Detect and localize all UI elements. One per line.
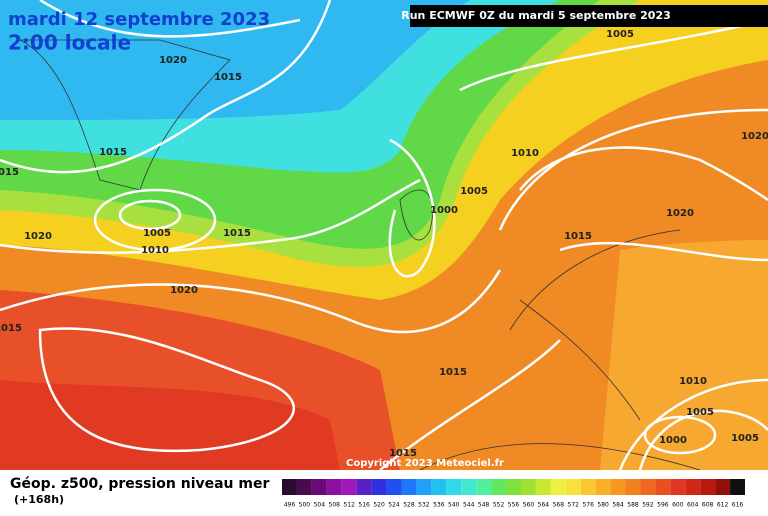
scale-label: 616: [732, 502, 744, 509]
isobar-label: 1020: [741, 131, 768, 142]
isobar-label: 1015: [223, 228, 251, 239]
scale-swatch: [296, 479, 312, 495]
isobar-label: 1005: [460, 186, 488, 197]
scale-label: 548: [478, 502, 490, 509]
scale-label: 512: [343, 502, 355, 509]
isobar-label: 1005: [731, 433, 759, 444]
scale-label: 576: [582, 502, 594, 509]
map-background: [0, 0, 768, 471]
scale-swatch: [282, 479, 297, 495]
scale-swatch: [700, 479, 716, 495]
scale-label: 588: [627, 502, 639, 509]
scale-label: 524: [388, 502, 400, 509]
scale-swatch: [356, 479, 372, 495]
scale-label: 508: [329, 502, 341, 509]
isobar-label: 1015: [99, 147, 127, 158]
scale-label: 504: [314, 502, 326, 509]
scale-swatch: [416, 479, 432, 495]
scale-swatch: [311, 479, 327, 495]
scale-swatch: [730, 479, 745, 495]
scale-label: 568: [553, 502, 565, 509]
isobars: [0, 0, 768, 471]
scale-swatch: [715, 479, 731, 495]
scale-label: 592: [642, 502, 654, 509]
scale-label: 536: [433, 502, 445, 509]
scale-label: 572: [568, 502, 580, 509]
isobar-label: 1020: [170, 285, 198, 296]
scale-label: 608: [702, 502, 714, 509]
scale-label: 528: [403, 502, 415, 509]
map-date: mardi 12 septembre 2023: [8, 9, 270, 30]
copyright: Copyright 2023 Meteociel.fr: [346, 458, 504, 469]
scale-swatch: [550, 479, 566, 495]
scale-label: 612: [717, 502, 729, 509]
scale-label: 584: [612, 502, 624, 509]
isobar-label: 1000: [430, 205, 458, 216]
scale-label: 544: [463, 502, 475, 509]
scale-swatch: [506, 479, 521, 495]
scale-swatch: [640, 479, 656, 495]
color-scale: 496 500 504 508 512 516 520 524 528 532 536 540 544 5…: [282, 479, 745, 509]
isobar-label: 1015: [214, 72, 242, 83]
scale-swatch: [565, 479, 581, 495]
scale-label: 600: [672, 502, 684, 509]
isobar-label: 1010: [141, 245, 169, 256]
scale-label: 540: [448, 502, 460, 509]
isobar-label: 1015: [0, 323, 22, 334]
scale-label: 564: [538, 502, 550, 509]
isobar-label: 1015: [0, 167, 19, 178]
isobar-label: 1000: [659, 435, 687, 446]
map-time: 2:00 locale: [8, 31, 131, 55]
scale-swatch: [386, 479, 402, 495]
isobar-label: 1010: [679, 376, 707, 387]
scale-label: 596: [657, 502, 669, 509]
scale-label: 580: [597, 502, 609, 509]
isobar-label: 1020: [159, 55, 187, 66]
isobar-label: 1015: [564, 231, 592, 242]
isobar-label: 1020: [666, 208, 694, 219]
run-box: [410, 5, 768, 27]
isobar-label: 1015: [389, 448, 417, 459]
scale-label: 556: [508, 502, 520, 509]
scale-label: 516: [358, 502, 370, 509]
scale-label: 604: [687, 502, 699, 509]
scale-label: 532: [418, 502, 430, 509]
scale-swatch: [625, 479, 641, 495]
scale-swatch: [491, 479, 507, 495]
scale-swatch: [476, 479, 492, 495]
isobar-label: 1005: [686, 407, 714, 418]
scale-label: 500: [299, 502, 311, 509]
footer-title: Géop. z500, pression niveau mer: [10, 476, 269, 492]
scale-swatch: [670, 479, 686, 495]
scale-swatch: [461, 479, 477, 495]
scale-swatch: [520, 479, 536, 495]
scale-swatch: [685, 479, 701, 495]
isobar-label: 1005: [143, 228, 171, 239]
scale-swatch: [595, 479, 611, 495]
scale-swatch: [655, 479, 671, 495]
scale-swatch: [535, 479, 551, 495]
scale-label: 552: [493, 502, 505, 509]
scale-swatch: [431, 479, 447, 495]
isobar-labels: 1020 1015 1015 1015 1005 1010 1020 1015 1020 1015…: [0, 29, 768, 459]
isobar-label: 1015: [439, 367, 467, 378]
scale-swatch: [580, 479, 596, 495]
scale-swatch: [446, 479, 462, 495]
scale-label: 520: [373, 502, 385, 509]
scale-swatch: [326, 479, 342, 495]
isobar-label: 1010: [511, 148, 539, 159]
scale-label: 560: [523, 502, 535, 509]
scale-swatch: [341, 479, 357, 495]
scale-label: 496: [284, 502, 296, 509]
scale-swatch: [371, 479, 387, 495]
scale-swatch: [401, 479, 417, 495]
isobar-label: 1020: [24, 231, 52, 242]
isobar-label: 1005: [606, 29, 634, 40]
footer-lead: (+168h): [14, 493, 64, 506]
scale-swatch: [610, 479, 626, 495]
run-info: Run ECMWF 0Z du mardi 5 septembre 2023: [401, 9, 671, 22]
